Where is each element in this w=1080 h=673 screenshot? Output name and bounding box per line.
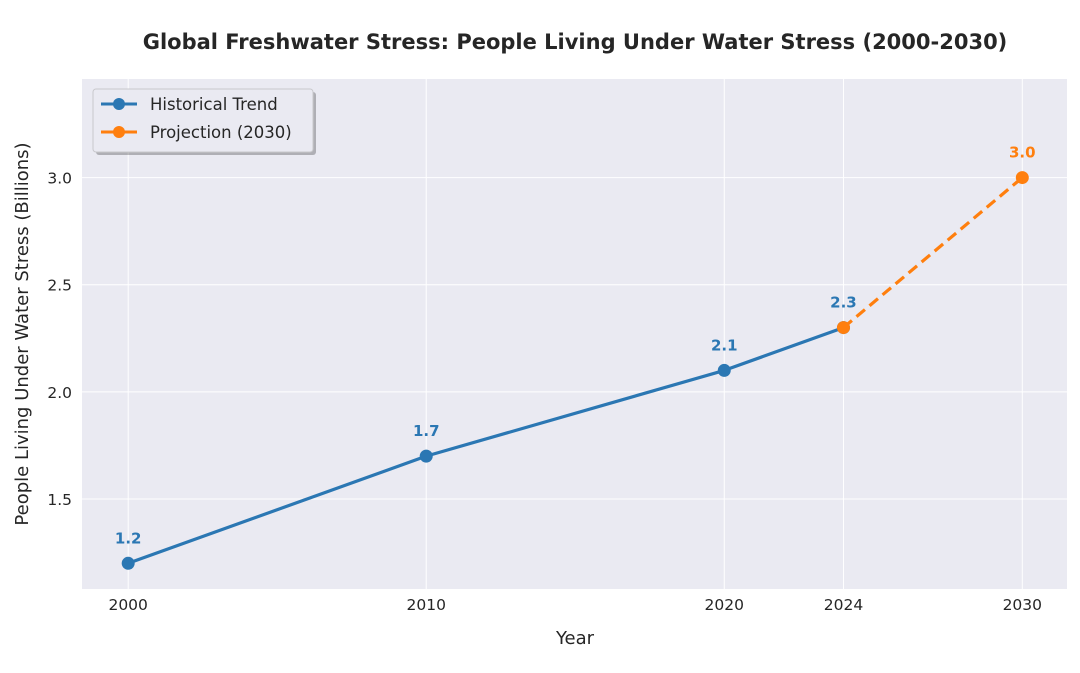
data-label: 2.1 xyxy=(711,336,738,354)
plot-area xyxy=(82,79,1067,589)
data-point[interactable] xyxy=(1015,171,1029,185)
y-tick-label: 2.5 xyxy=(47,277,72,295)
chart-title: Global Freshwater Stress: People Living … xyxy=(143,30,1008,54)
y-axis-label: People Living Under Water Stress (Billio… xyxy=(12,142,33,525)
y-tick-label: 2.0 xyxy=(47,384,72,402)
data-label: 1.7 xyxy=(413,422,440,440)
legend-label-historical: Historical Trend xyxy=(150,95,278,114)
series-line xyxy=(126,325,846,565)
data-label: 3.0 xyxy=(1009,144,1036,162)
x-tick-label: 2000 xyxy=(108,596,147,614)
legend-marker-projection xyxy=(113,126,125,138)
series-historical: 1.2 1.7 2.1 2.3 xyxy=(115,294,857,570)
x-axis-label: Year xyxy=(555,628,595,649)
data-point[interactable] xyxy=(717,363,731,377)
legend-item-historical[interactable]: Historical Trend xyxy=(101,95,278,114)
series-line xyxy=(842,176,1024,329)
y-tick-label: 1.5 xyxy=(47,491,72,509)
data-label: 2.3 xyxy=(830,294,857,312)
x-tick-label: 2024 xyxy=(824,596,863,614)
x-tick-label: 2030 xyxy=(1003,596,1042,614)
legend-box xyxy=(92,88,314,153)
data-point[interactable] xyxy=(121,556,135,570)
data-label: 1.2 xyxy=(115,529,142,547)
series-projection: 3.0 xyxy=(836,144,1036,335)
legend: Historical Trend Projection (2030) xyxy=(92,88,316,155)
x-tick-label: 2020 xyxy=(705,596,744,614)
data-point[interactable] xyxy=(836,321,850,335)
x-axis-ticks: 2000 2010 2020 2024 2030 xyxy=(108,596,1042,614)
legend-item-projection[interactable]: Projection (2030) xyxy=(101,123,292,142)
y-tick-label: 3.0 xyxy=(47,170,72,188)
legend-marker-historical xyxy=(113,98,125,110)
grid xyxy=(82,79,1067,589)
x-tick-label: 2010 xyxy=(407,596,446,614)
data-point[interactable] xyxy=(419,449,433,463)
y-axis-ticks: 1.5 2.0 2.5 3.0 xyxy=(47,170,72,509)
series-layer: 1.2 1.7 2.1 2.3 3.0 xyxy=(115,144,1036,570)
legend-label-projection: Projection (2030) xyxy=(150,123,292,142)
